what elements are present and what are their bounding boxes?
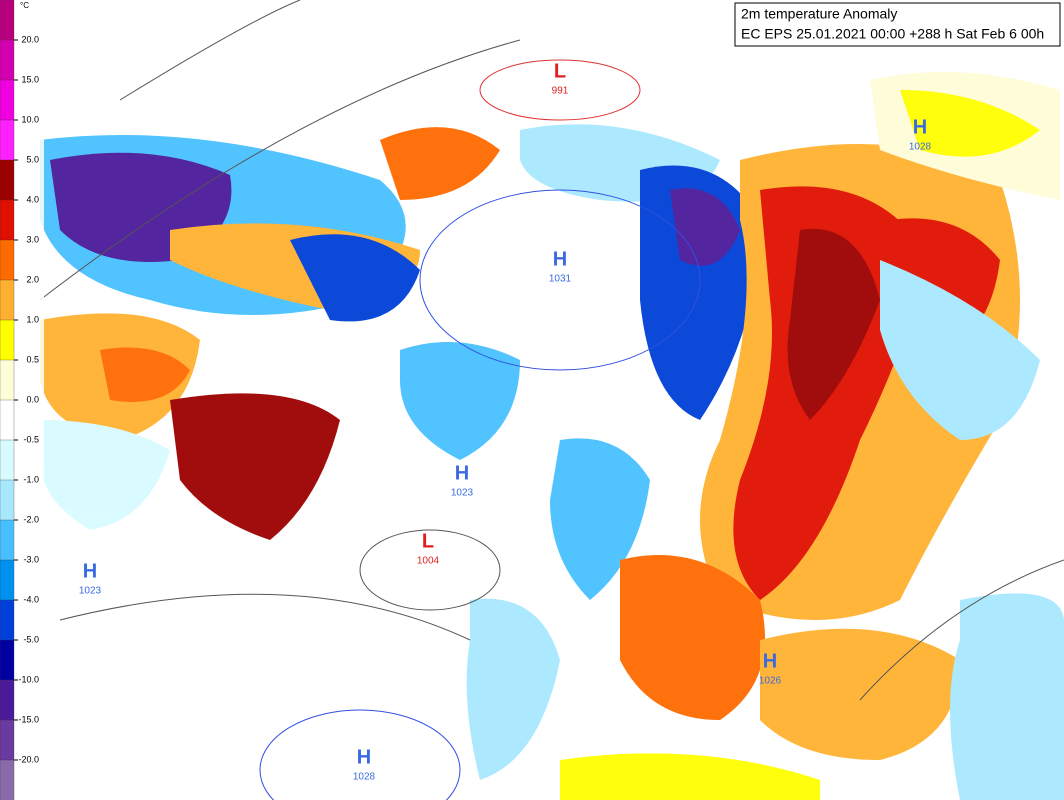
center-letter: L — [554, 60, 566, 82]
color-legend: °C 20.0 15.0 10.0 5.0 4.0 3.0 2.0 1.0 0.5 0.0 -0.5 -… — [0, 0, 44, 800]
legend-label: -2.0 — [23, 514, 39, 524]
legend-label: 3.0 — [26, 234, 39, 244]
legend-swatch — [0, 159, 15, 201]
center-letter: H — [455, 462, 469, 484]
center-pressure: 1026 — [759, 676, 782, 687]
pressure-centers: L 991 H 1031 H 1028 L 1004 H 1023 H 1023 H 1028 H 1026 — [79, 60, 932, 782]
legend-swatch — [0, 599, 15, 641]
legend-label: 10.0 — [21, 114, 39, 124]
center-pressure: 1031 — [549, 274, 572, 285]
center-pressure: 1004 — [417, 556, 440, 567]
legend-label: -3.0 — [23, 554, 39, 564]
center-pressure: 1023 — [451, 488, 474, 499]
legend-swatch — [0, 439, 15, 481]
center-pressure: 1028 — [909, 142, 932, 153]
legend-swatch — [0, 0, 15, 41]
legend-swatch — [0, 39, 15, 81]
center-letter: H — [913, 116, 927, 138]
legend-label: 2.0 — [26, 274, 39, 284]
legend-swatch — [0, 479, 15, 521]
legend-label: -4.0 — [23, 594, 39, 604]
legend-label: -20.0 — [18, 754, 39, 764]
legend-label: -10.0 — [18, 674, 39, 684]
legend-label: 0.5 — [26, 354, 39, 364]
legend-unit: °C — [20, 1, 29, 10]
center-letter: H — [763, 650, 777, 672]
legend-label: -1.0 — [23, 474, 39, 484]
legend-swatch — [0, 719, 15, 761]
legend-label: -0.5 — [23, 434, 39, 444]
legend-label: -5.0 — [23, 634, 39, 644]
legend-swatch — [0, 279, 15, 321]
subtitle: EC EPS 25.01.2021 00:00 +288 h Sat Feb 6… — [741, 26, 1044, 42]
center-letter: H — [357, 746, 371, 768]
center-letter: L — [422, 530, 434, 552]
isobars — [39, 0, 1064, 800]
title: 2m temperature Anomaly — [741, 6, 897, 22]
legend-swatch — [0, 759, 15, 800]
legend-swatch — [0, 559, 15, 601]
legend-label: 1.0 — [26, 314, 39, 324]
legend-swatch — [0, 119, 15, 161]
legend-swatch — [0, 639, 15, 681]
legend-swatch — [0, 359, 15, 401]
legend-swatch — [0, 399, 15, 441]
center-letter: H — [553, 248, 567, 270]
legend-swatch — [0, 319, 15, 361]
legend-label: 5.0 — [26, 154, 39, 164]
legend-label: 4.0 — [26, 194, 39, 204]
legend-label: 15.0 — [21, 74, 39, 84]
legend-swatch — [0, 679, 15, 721]
center-pressure: 1028 — [353, 772, 376, 783]
legend-swatch — [0, 519, 15, 561]
center-pressure: 1023 — [79, 586, 102, 597]
center-pressure: 991 — [552, 86, 569, 97]
legend-swatch — [0, 239, 15, 281]
legend-swatch — [0, 199, 15, 241]
anomaly-field — [40, 72, 1064, 800]
center-letter: H — [83, 560, 97, 582]
legend-label: -15.0 — [18, 714, 39, 724]
legend-swatch — [0, 79, 15, 121]
title-box — [734, 2, 1061, 47]
legend-label: 0.0 — [26, 394, 39, 404]
legend-label: 20.0 — [21, 34, 39, 44]
